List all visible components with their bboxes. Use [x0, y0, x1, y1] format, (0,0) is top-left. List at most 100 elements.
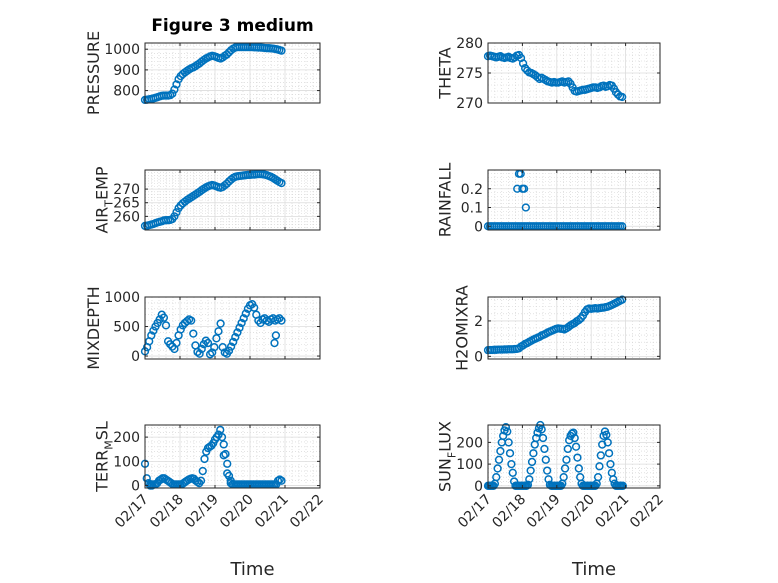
- data-point: [521, 64, 530, 73]
- data-point: [176, 325, 185, 334]
- data-point: [201, 336, 211, 345]
- axes-box: [487, 296, 661, 360]
- chart-title: Figure 3 medium: [151, 16, 313, 36]
- data-point: [505, 449, 515, 458]
- y-axis-label: AIRTEMP: [93, 166, 116, 233]
- data-point: [200, 454, 209, 464]
- data-point: [149, 326, 158, 335]
- data-point: [216, 425, 225, 435]
- y-axis-label: MIXDEPTH: [84, 286, 103, 369]
- data-point: [573, 453, 582, 462]
- data-point: [170, 85, 179, 94]
- data-point: [147, 481, 157, 490]
- chart-rainfall: 0 0.1 0.2 RAINFALL: [436, 163, 661, 238]
- data-point: [519, 184, 529, 193]
- data-point: [172, 208, 181, 217]
- y-tick-label: 0: [474, 349, 483, 365]
- data-point: [493, 464, 502, 473]
- data-point: [223, 459, 232, 468]
- y-tick-label: 0: [131, 349, 140, 365]
- data-point: [564, 77, 573, 86]
- data-point: [170, 212, 179, 221]
- data-point: [541, 455, 550, 464]
- data-point: [277, 476, 286, 485]
- data-point: [277, 316, 286, 325]
- data-point: [239, 314, 248, 323]
- data-point: [226, 342, 236, 351]
- data-point: [618, 92, 627, 102]
- x-axis-label: Time: [229, 559, 274, 580]
- y-tick-label: 270: [456, 96, 483, 112]
- data-point: [526, 466, 535, 475]
- data-point: [525, 475, 534, 484]
- data-point: [277, 178, 286, 188]
- data-point: [595, 462, 604, 471]
- y-tick-label: 200: [456, 435, 483, 451]
- data-point: [187, 316, 196, 325]
- data-point: [147, 331, 156, 340]
- data-point: [503, 427, 512, 436]
- y-axis-label: RAINFALL: [436, 163, 455, 238]
- y-axis-label: TERRMSL: [93, 421, 116, 493]
- data-point: [161, 321, 171, 330]
- data-point: [498, 431, 508, 441]
- data-point: [189, 329, 198, 338]
- y-tick-label: 0.2: [461, 182, 483, 198]
- data-point: [198, 466, 207, 476]
- y-tick-label: 900: [113, 63, 140, 79]
- y-tick-label: 1000: [104, 42, 140, 58]
- data-point: [224, 346, 234, 355]
- y-tick-label: 500: [113, 320, 140, 336]
- data-point: [563, 444, 572, 454]
- data-point: [618, 481, 627, 490]
- data-point: [540, 444, 549, 454]
- data-point: [602, 430, 611, 439]
- data-point: [543, 466, 552, 475]
- data-point: [217, 432, 227, 442]
- y-axis-label: H2OMIXRA: [453, 285, 472, 371]
- y-tick-label: 100: [113, 454, 140, 470]
- data-point: [603, 438, 612, 447]
- data-point: [507, 459, 516, 469]
- data-point: [235, 323, 244, 332]
- data-point: [492, 472, 501, 482]
- y-tick-label: 270: [113, 182, 140, 198]
- data-point: [593, 472, 603, 482]
- axes-box: [144, 42, 321, 104]
- data-point: [537, 425, 546, 434]
- data-point: [560, 464, 570, 473]
- data-point: [559, 472, 568, 482]
- data-point: [504, 438, 513, 447]
- data-point: [523, 66, 532, 75]
- data-point: [529, 449, 538, 458]
- data-point: [223, 469, 232, 478]
- data-point: [250, 303, 259, 312]
- data-point: [562, 455, 571, 464]
- data-point: [233, 328, 242, 337]
- axes-box: [144, 424, 321, 489]
- data-point: [226, 476, 235, 485]
- data-point: [229, 337, 238, 347]
- axes-box: [144, 169, 321, 231]
- data-point: [172, 80, 181, 89]
- data-point: [203, 338, 213, 348]
- data-point: [609, 475, 618, 484]
- y-tick-label: 265: [113, 196, 140, 212]
- data-point: [518, 59, 528, 68]
- data-point: [222, 179, 232, 188]
- data-point: [271, 331, 281, 340]
- y-tick-label: 260: [113, 209, 140, 225]
- data-point: [219, 451, 228, 460]
- data-point: [205, 350, 215, 359]
- plot-area: [488, 170, 660, 230]
- y-axis-label: SUNFLUX: [436, 421, 459, 492]
- data-point: [195, 349, 204, 358]
- data-point: [496, 446, 505, 456]
- data-point: [214, 327, 223, 336]
- y-axis-label: PRESSURE: [84, 31, 103, 115]
- data-point: [197, 344, 206, 354]
- data-point: [569, 428, 578, 437]
